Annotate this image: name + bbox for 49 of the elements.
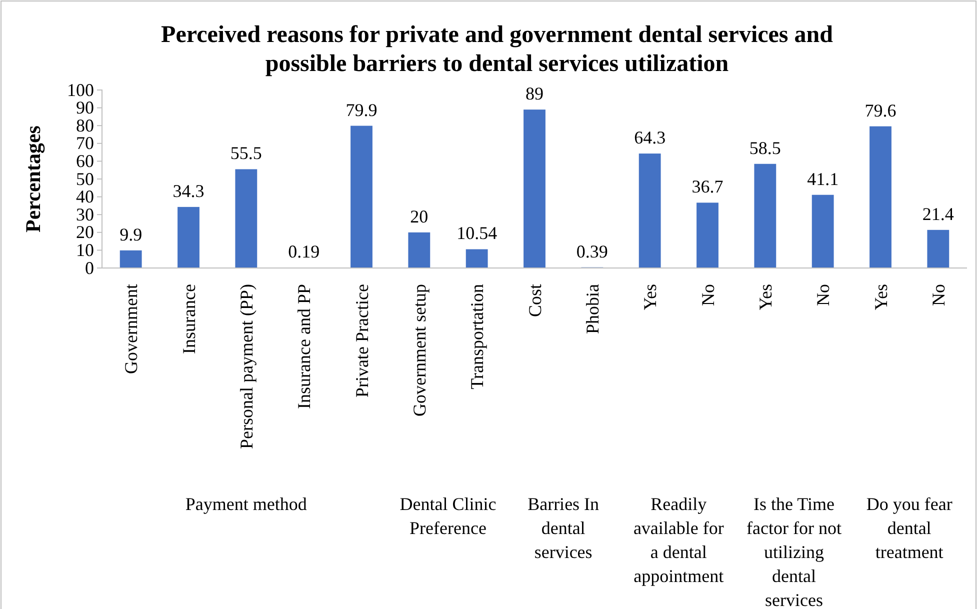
y-tick-label: 40 bbox=[76, 186, 94, 207]
x-tick-label: Insurance bbox=[178, 284, 199, 354]
data-label: 34.3 bbox=[172, 180, 204, 201]
data-label: 9.9 bbox=[120, 224, 142, 244]
data-label: 64.3 bbox=[634, 128, 666, 148]
text: Dental Clinic Preference bbox=[400, 494, 496, 538]
x-tick-label: Personal payment (PP) bbox=[236, 284, 256, 449]
y-tick-label: 90 bbox=[76, 98, 94, 118]
text: Is the Time factor for not utilizing dental services bbox=[746, 494, 842, 609]
y-tick-label: 10 bbox=[76, 240, 94, 260]
x-tick-label: Cost bbox=[524, 284, 545, 318]
x-tick-label: No bbox=[928, 284, 948, 306]
data-label: 41.1 bbox=[807, 168, 839, 189]
x-tick-label: Transportation bbox=[467, 284, 488, 390]
y-tick-label: 50 bbox=[76, 168, 94, 189]
x-tick-label: Yes bbox=[870, 284, 891, 310]
data-label: 79.9 bbox=[346, 100, 378, 120]
data-label: 36.7 bbox=[692, 176, 724, 197]
y-tick-label: 0 bbox=[85, 258, 94, 278]
data-label: 58.5 bbox=[749, 138, 781, 158]
x-tick-label: No bbox=[813, 284, 834, 306]
x-tick-label: No bbox=[698, 284, 718, 306]
data-label: 21.4 bbox=[922, 204, 954, 224]
y-tick-label: 60 bbox=[76, 150, 94, 171]
y-tick-label: 80 bbox=[76, 115, 94, 136]
x-tick-label: Private Practice bbox=[352, 284, 372, 398]
y-tick-label: 30 bbox=[76, 204, 94, 224]
text: Readily available for a dental appointment bbox=[633, 494, 724, 586]
text: Payment method bbox=[185, 494, 307, 514]
x-tick-label: Government bbox=[121, 284, 142, 374]
x-tick-label: Yes bbox=[640, 284, 660, 310]
text: Do you fear dental treatment bbox=[866, 494, 952, 562]
data-label: 20 bbox=[410, 206, 428, 226]
data-label: 0.19 bbox=[288, 242, 320, 262]
x-tick-label: Yes bbox=[755, 284, 776, 310]
text: Barries In dental services bbox=[528, 494, 600, 562]
chart-title: Perceived reasons for private and government dental services and possible barriers to dental services utilization bbox=[161, 22, 834, 77]
data-label: 55.5 bbox=[230, 143, 262, 164]
y-tick-label: 100 bbox=[67, 80, 94, 100]
y-axis-title: Percentages bbox=[21, 126, 45, 232]
x-tick-label: Phobia bbox=[582, 284, 602, 334]
data-label: 0.39 bbox=[576, 241, 608, 262]
x-tick-label: Government setup bbox=[409, 284, 430, 416]
y-tick-label: 70 bbox=[76, 133, 94, 154]
data-label: 10.54 bbox=[456, 223, 498, 244]
x-tick-label: Insurance and PP bbox=[294, 284, 314, 409]
data-label: 89 bbox=[526, 84, 544, 104]
y-tick-label: 20 bbox=[76, 222, 94, 242]
data-label: 79.6 bbox=[864, 100, 896, 120]
